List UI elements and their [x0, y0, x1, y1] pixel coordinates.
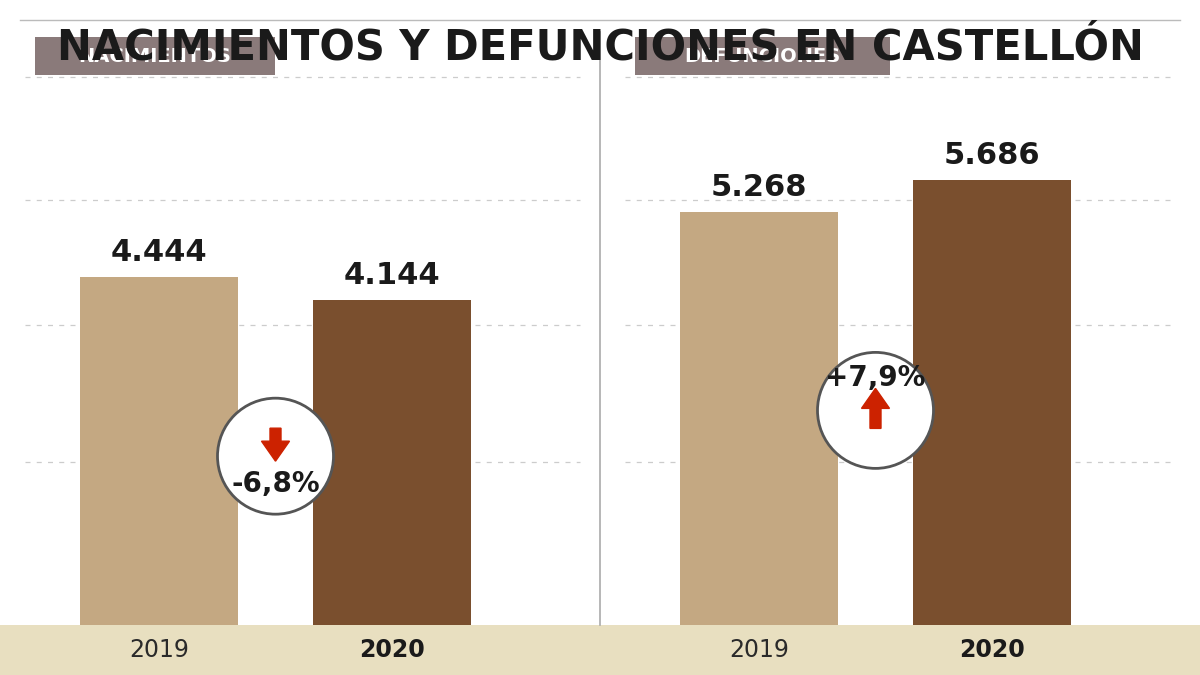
Text: NACIMIENTOS: NACIMIENTOS — [78, 47, 232, 65]
Text: 2019: 2019 — [730, 638, 788, 662]
Text: NACIMIENTOS Y DEFUNCIONES EN CASTELLÓN: NACIMIENTOS Y DEFUNCIONES EN CASTELLÓN — [56, 27, 1144, 69]
Polygon shape — [862, 388, 889, 429]
Text: 4.444: 4.444 — [110, 238, 208, 267]
Bar — [80, 277, 238, 625]
Text: 2020: 2020 — [359, 638, 425, 662]
Bar — [313, 300, 470, 625]
Bar — [0, 625, 1200, 675]
Polygon shape — [262, 428, 289, 461]
Text: 5.268: 5.268 — [710, 173, 808, 202]
Text: 2019: 2019 — [130, 638, 188, 662]
Text: -6,8%: -6,8% — [232, 470, 320, 498]
Text: +7,9%: +7,9% — [826, 364, 925, 392]
Text: DEFUNCIONES: DEFUNCIONES — [684, 47, 840, 65]
Circle shape — [217, 398, 334, 514]
Bar — [913, 180, 1072, 625]
Bar — [35, 37, 275, 75]
Text: 4.144: 4.144 — [343, 261, 440, 290]
Bar — [635, 37, 890, 75]
Bar — [680, 212, 838, 625]
Circle shape — [817, 352, 934, 468]
Text: 2020: 2020 — [959, 638, 1025, 662]
Text: 5.686: 5.686 — [943, 140, 1040, 169]
